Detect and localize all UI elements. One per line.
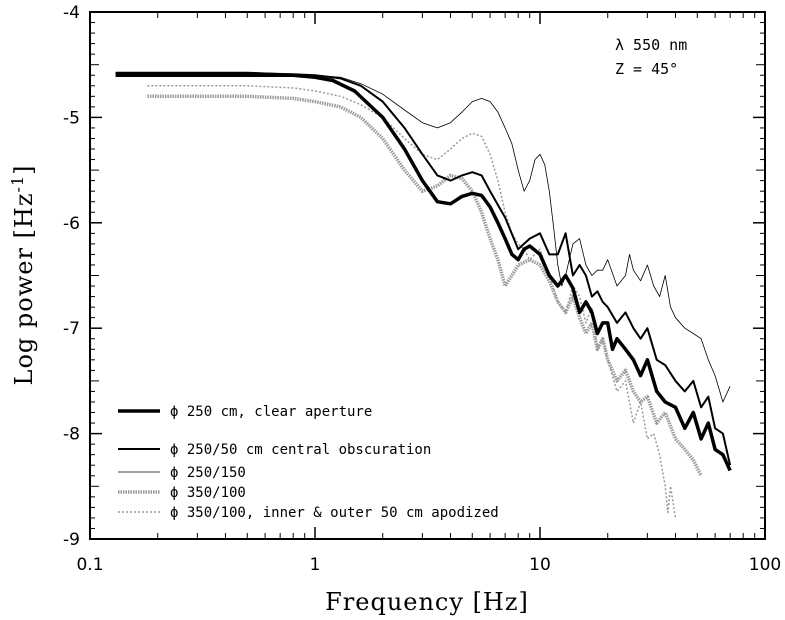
legend-item-3: ϕ 350/100 xyxy=(118,485,246,501)
legend-label-4: ϕ 350/100, inner & outer 50 cm apodized xyxy=(170,505,499,521)
x-tick-label-3: 100 xyxy=(749,555,781,575)
x-tick-label-0: 0.1 xyxy=(76,555,103,575)
series-line-3 xyxy=(147,94,703,477)
legend-item-4: ϕ 350/100, inner & outer 50 cm apodized xyxy=(118,505,499,521)
y-axis-title: Log power [Hz-1] xyxy=(8,165,38,386)
legend-label-0: ϕ 250 cm, clear aperture xyxy=(170,404,372,420)
y-axis-title-exponent: -1 xyxy=(8,175,27,193)
series-line-2 xyxy=(115,71,731,403)
series-line-0 xyxy=(115,73,732,472)
y-tick-label-0: -9 xyxy=(63,530,80,550)
legend-label-3: ϕ 350/100 xyxy=(170,485,246,501)
y-axis-title-main: Log power [Hz xyxy=(10,192,38,385)
annotation-zenith: Z = 45° xyxy=(615,60,678,78)
legend-label-1: ϕ 250/50 cm central obscuration xyxy=(170,442,431,458)
x-tick-label-1: 1 xyxy=(310,555,321,575)
legend-item-0: ϕ 250 cm, clear aperture xyxy=(118,404,372,420)
series-line-1 xyxy=(115,72,732,466)
x-tick-label-2: 10 xyxy=(529,555,551,575)
plot-frame xyxy=(89,11,766,540)
axis-ticks: 0.1 1 10 100 -9 -8 -7 -6 -5 -4 xyxy=(63,3,781,575)
y-tick-label-5: -4 xyxy=(63,3,80,23)
y-tick-label-3: -6 xyxy=(63,214,80,234)
y-tick-label-1: -8 xyxy=(63,425,80,445)
legend-label-2: ϕ 250/150 xyxy=(170,465,246,481)
legend: ϕ 250 cm, clear aperture ϕ 250/50 cm cen… xyxy=(118,404,499,521)
data-series xyxy=(115,71,732,519)
annotation-block: λ 550 nm Z = 45° xyxy=(615,36,687,78)
y-axis-title-close: ] xyxy=(10,165,38,175)
annotation-wavelength: λ 550 nm xyxy=(615,36,687,54)
legend-item-1: ϕ 250/50 cm central obscuration xyxy=(118,442,431,458)
x-axis-title: Frequency [Hz] xyxy=(325,588,529,616)
y-tick-label-2: -7 xyxy=(63,319,80,339)
legend-item-2: ϕ 250/150 xyxy=(118,465,246,481)
y-tick-label-4: -5 xyxy=(63,108,80,128)
